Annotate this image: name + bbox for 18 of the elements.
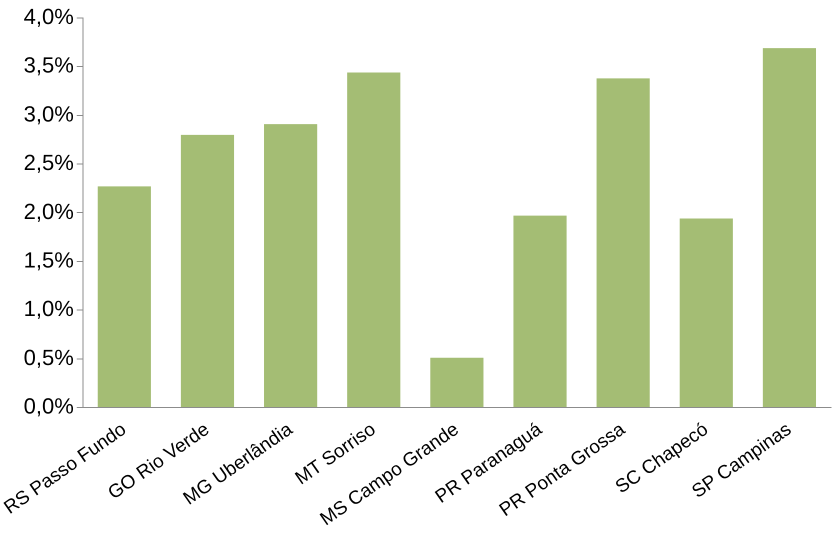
bar <box>762 48 816 407</box>
y-tick-label: 0,5% <box>24 344 74 370</box>
y-tick-label: 2,5% <box>24 150 74 176</box>
bar <box>98 186 151 407</box>
y-tick-label: 4,0% <box>24 4 74 30</box>
bar <box>430 358 484 407</box>
bar <box>180 134 234 407</box>
bar <box>347 72 400 407</box>
y-tick-label: 2,0% <box>24 198 74 224</box>
y-tick-label: 3,0% <box>24 101 74 126</box>
y-tick-label: 3,5% <box>24 52 74 78</box>
y-tick-label: 0,0% <box>24 394 74 419</box>
y-tick-label: 1,5% <box>24 247 74 272</box>
bar <box>596 78 650 407</box>
bar <box>680 218 733 407</box>
y-tick-label: 1,0% <box>24 296 74 322</box>
bar <box>513 216 567 407</box>
bar <box>264 124 318 407</box>
